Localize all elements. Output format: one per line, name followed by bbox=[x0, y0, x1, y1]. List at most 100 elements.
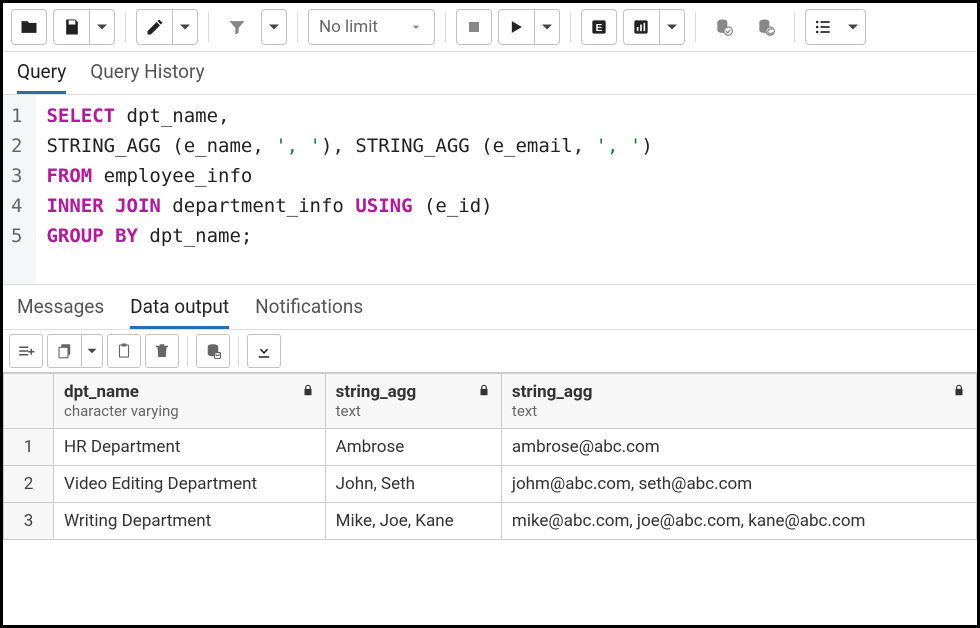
separator bbox=[238, 336, 239, 366]
db-save-icon bbox=[204, 342, 222, 360]
svg-text:E: E bbox=[596, 23, 603, 34]
edit-group bbox=[136, 9, 198, 45]
lock-icon bbox=[477, 383, 491, 397]
main-toolbar: No limit E bbox=[3, 3, 977, 52]
separator bbox=[187, 336, 188, 366]
stop-icon bbox=[464, 17, 484, 37]
separator bbox=[445, 12, 446, 42]
separator bbox=[125, 12, 126, 42]
execute-button[interactable] bbox=[498, 9, 534, 45]
chart-icon bbox=[631, 17, 651, 37]
tab-query-history[interactable]: Query History bbox=[90, 60, 204, 94]
explain-button[interactable]: E bbox=[581, 9, 617, 45]
open-file-button[interactable] bbox=[11, 9, 47, 45]
trash-icon bbox=[153, 342, 171, 360]
table-cell[interactable]: Mike, Joe, Kane bbox=[325, 503, 501, 540]
table-cell[interactable]: John, Seth bbox=[325, 466, 501, 503]
code-line: INNER JOIN department_info USING (e_id) bbox=[46, 191, 652, 221]
folder-icon bbox=[19, 17, 39, 37]
db-check-icon bbox=[714, 17, 734, 37]
separator bbox=[794, 12, 795, 42]
editor-tabs: Query Query History bbox=[3, 52, 977, 95]
line-number: 2 bbox=[11, 131, 22, 161]
add-row-icon bbox=[17, 342, 35, 360]
list-icon bbox=[813, 17, 833, 37]
edit-button[interactable] bbox=[136, 9, 172, 45]
chevron-down-icon bbox=[843, 17, 863, 37]
save-button[interactable] bbox=[53, 9, 89, 45]
line-number: 5 bbox=[11, 221, 22, 251]
tab-notifications[interactable]: Notifications bbox=[255, 295, 363, 329]
table-row[interactable]: 2Video Editing DepartmentJohn, Sethjohm@… bbox=[4, 466, 977, 503]
tab-data-output[interactable]: Data output bbox=[130, 295, 229, 329]
table-cell[interactable]: ambrose@abc.com bbox=[501, 429, 976, 466]
analyze-group bbox=[623, 9, 685, 45]
row-number: 1 bbox=[4, 429, 54, 466]
save-icon bbox=[62, 17, 82, 37]
code-line: FROM employee_info bbox=[46, 161, 652, 191]
table-cell[interactable]: HR Department bbox=[54, 429, 326, 466]
table-cell[interactable]: Video Editing Department bbox=[54, 466, 326, 503]
rollback-button[interactable] bbox=[748, 9, 784, 45]
result-tabs: Messages Data output Notifications bbox=[3, 285, 977, 330]
table-row[interactable]: 1HR DepartmentAmbroseambrose@abc.com bbox=[4, 429, 977, 466]
chevron-down-icon bbox=[83, 342, 101, 360]
separator bbox=[695, 12, 696, 42]
macros-button[interactable] bbox=[805, 9, 841, 45]
chevron-down-icon bbox=[537, 17, 557, 37]
code-area[interactable]: SELECT dpt_name,STRING_AGG (e_name, ', '… bbox=[36, 95, 662, 284]
separator bbox=[297, 12, 298, 42]
code-line: GROUP BY dpt_name; bbox=[46, 221, 652, 251]
table-cell[interactable]: Writing Department bbox=[54, 503, 326, 540]
line-number: 3 bbox=[11, 161, 22, 191]
save-dropdown[interactable] bbox=[89, 9, 115, 45]
table-row[interactable]: 3Writing DepartmentMike, Joe, Kanemike@a… bbox=[4, 503, 977, 540]
row-number: 3 bbox=[4, 503, 54, 540]
filter-dropdown[interactable] bbox=[261, 9, 287, 45]
column-header[interactable]: dpt_namecharacter varying bbox=[54, 374, 326, 429]
lock-icon bbox=[301, 383, 315, 397]
tab-query[interactable]: Query bbox=[17, 60, 66, 94]
table-cell[interactable]: johm@abc.com, seth@abc.com bbox=[501, 466, 976, 503]
download-button[interactable] bbox=[247, 334, 281, 368]
result-toolbar bbox=[3, 330, 977, 373]
macro-group bbox=[805, 9, 866, 45]
play-icon bbox=[506, 17, 526, 37]
explain-analyze-button[interactable] bbox=[623, 9, 659, 45]
filter-button[interactable] bbox=[219, 9, 255, 45]
pencil-icon bbox=[145, 17, 165, 37]
run-group bbox=[498, 9, 560, 45]
explain-icon: E bbox=[589, 17, 609, 37]
column-header[interactable]: string_aggtext bbox=[325, 374, 501, 429]
chevron-down-icon bbox=[92, 17, 112, 37]
line-number: 1 bbox=[11, 101, 22, 131]
limit-select[interactable]: No limit bbox=[308, 9, 435, 45]
commit-button[interactable] bbox=[706, 9, 742, 45]
sql-editor[interactable]: 12345 SELECT dpt_name,STRING_AGG (e_name… bbox=[3, 95, 977, 285]
tab-messages[interactable]: Messages bbox=[17, 295, 104, 329]
column-header[interactable]: string_aggtext bbox=[501, 374, 976, 429]
save-data-button[interactable] bbox=[196, 334, 230, 368]
stop-button[interactable] bbox=[456, 9, 492, 45]
add-row-button[interactable] bbox=[9, 334, 43, 368]
table-cell[interactable]: Ambrose bbox=[325, 429, 501, 466]
line-number: 4 bbox=[11, 191, 22, 221]
table-cell[interactable]: mike@abc.com, joe@abc.com, kane@abc.com bbox=[501, 503, 976, 540]
filter-icon bbox=[227, 17, 247, 37]
chevron-down-icon bbox=[662, 17, 682, 37]
chevron-down-icon bbox=[264, 17, 284, 37]
macros-dropdown[interactable] bbox=[841, 9, 866, 45]
analyze-dropdown[interactable] bbox=[659, 9, 685, 45]
row-number-header bbox=[4, 374, 54, 429]
paste-button[interactable] bbox=[107, 334, 141, 368]
edit-dropdown[interactable] bbox=[172, 9, 198, 45]
line-gutter: 12345 bbox=[3, 95, 36, 284]
caret-down-icon bbox=[408, 19, 424, 35]
execute-dropdown[interactable] bbox=[534, 9, 560, 45]
download-icon bbox=[255, 342, 273, 360]
code-line: SELECT dpt_name, bbox=[46, 101, 652, 131]
copy-icon bbox=[56, 342, 74, 360]
delete-button[interactable] bbox=[145, 334, 179, 368]
copy-dropdown[interactable] bbox=[81, 334, 103, 368]
copy-button[interactable] bbox=[47, 334, 81, 368]
